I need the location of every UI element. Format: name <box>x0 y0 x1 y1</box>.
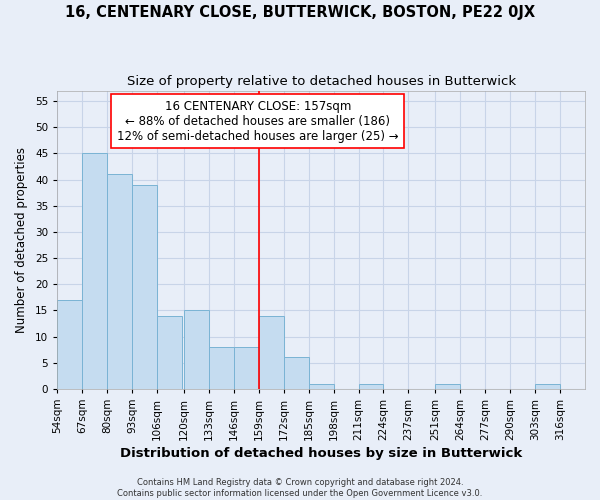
X-axis label: Distribution of detached houses by size in Butterwick: Distribution of detached houses by size … <box>120 447 522 460</box>
Bar <box>585 384 600 389</box>
Bar <box>308 384 334 389</box>
Bar <box>157 316 182 389</box>
Bar <box>184 310 209 389</box>
Text: 16 CENTENARY CLOSE: 157sqm
← 88% of detached houses are smaller (186)
12% of sem: 16 CENTENARY CLOSE: 157sqm ← 88% of deta… <box>117 100 398 142</box>
Bar <box>82 154 107 389</box>
Title: Size of property relative to detached houses in Butterwick: Size of property relative to detached ho… <box>127 75 515 88</box>
Bar <box>57 300 82 389</box>
Text: Contains HM Land Registry data © Crown copyright and database right 2024.
Contai: Contains HM Land Registry data © Crown c… <box>118 478 482 498</box>
Bar <box>132 185 157 389</box>
Y-axis label: Number of detached properties: Number of detached properties <box>15 146 28 332</box>
Bar <box>359 384 383 389</box>
Bar <box>436 384 460 389</box>
Bar <box>259 316 284 389</box>
Bar <box>284 358 308 389</box>
Bar <box>535 384 560 389</box>
Bar <box>234 347 259 389</box>
Text: 16, CENTENARY CLOSE, BUTTERWICK, BOSTON, PE22 0JX: 16, CENTENARY CLOSE, BUTTERWICK, BOSTON,… <box>65 5 535 20</box>
Bar <box>209 347 234 389</box>
Bar <box>107 174 132 389</box>
